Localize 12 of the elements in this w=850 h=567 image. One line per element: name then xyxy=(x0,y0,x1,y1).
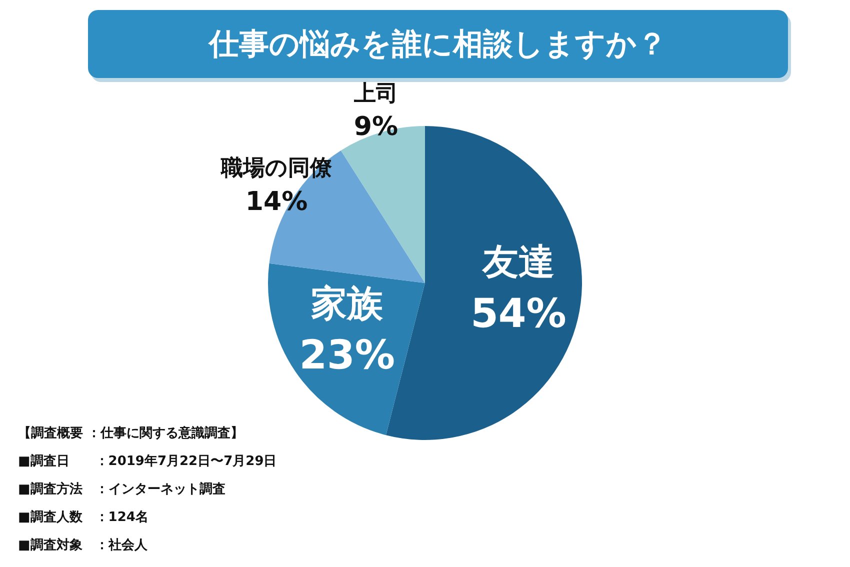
data-label: 23% xyxy=(299,332,395,378)
data-label: 54% xyxy=(470,291,566,338)
data-label: 9% xyxy=(354,112,398,142)
slice-label: 友達 xyxy=(481,242,554,284)
text: ■調査方法 ：インターネット調査 xyxy=(18,480,226,499)
slice-label: 家族 xyxy=(311,283,384,324)
slice-label: 上司 xyxy=(352,81,398,106)
text: ■調査日 ：2019年7月22日〜7月29日 xyxy=(18,452,277,471)
text: ■調査対象 ：社会人 xyxy=(18,536,148,555)
chart-title: 仕事の悩みを誰に相談しますか？ xyxy=(88,10,788,78)
text: ■調査人数 ：124名 xyxy=(18,508,150,527)
text: 【調査概要 ：仕事に関する意識調査】 xyxy=(18,424,245,443)
